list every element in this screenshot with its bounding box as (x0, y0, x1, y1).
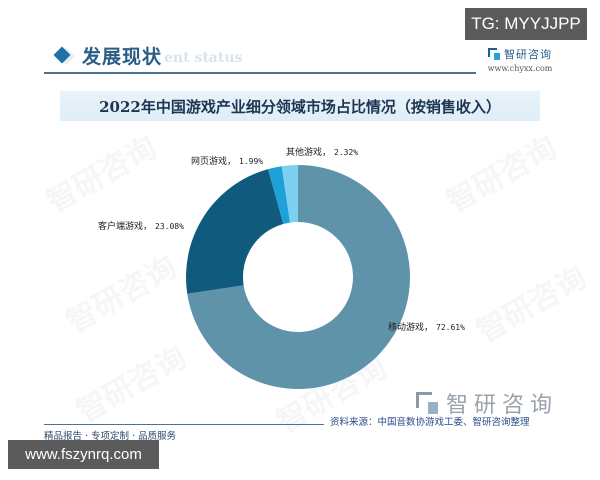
footer-brand: 智研咨询 (416, 387, 558, 419)
site-overlay-badge: www.fszynrq.com (8, 440, 159, 469)
brand-block: 智研咨询 www.chyxx.com (480, 46, 560, 73)
label-value: 72.61% (436, 323, 465, 332)
brand-logo-icon (488, 48, 500, 60)
label-name: 客户端游戏， (98, 222, 153, 232)
footer-divider (44, 424, 324, 425)
header-divider (44, 72, 476, 74)
footer-tagline: 精品报告 · 专项定制 · 品质服务 (44, 431, 177, 442)
label-name: 其他游戏， (286, 148, 332, 158)
label-name: 网页游戏， (191, 157, 237, 167)
tg-overlay-badge: TG: MYYJJPP (465, 8, 587, 40)
source-note: 资料来源：中国音数协游戏工委、智研咨询整理 (330, 417, 530, 428)
donut-slice-0 (187, 165, 410, 389)
label-value: 23.08% (155, 222, 184, 231)
label-value: 2.32% (334, 148, 359, 157)
brand-logo-icon (416, 392, 438, 414)
label-other-games: 其他游戏， 2.32% (286, 145, 358, 158)
donut-slice-3 (281, 165, 298, 223)
brand-name: 智研咨询 (504, 48, 552, 61)
section-subtitle: ent status (164, 50, 243, 66)
section-header: 发展现状 ent status (44, 40, 464, 70)
chart-title-bar: 2022年中国游戏产业细分领域市场占比情况（按销售收入） (60, 91, 540, 121)
label-client-games: 客户端游戏， 23.08% (98, 219, 184, 232)
label-value: 1.99% (239, 157, 264, 166)
label-name: 移动游戏， (388, 323, 434, 333)
donut-slice-1 (185, 169, 284, 294)
label-web-games: 网页游戏， 1.99% (191, 154, 263, 167)
footer-brand-name: 智研咨询 (446, 393, 559, 418)
label-mobile-games: 移动游戏， 72.61% (388, 320, 465, 333)
chart-title: 2022年中国游戏产业细分领域市场占比情况（按销售收入） (99, 97, 501, 116)
section-title: 发展现状 (82, 45, 163, 68)
donut-slice-2 (268, 166, 291, 225)
brand-url: www.chyxx.com (487, 64, 553, 73)
